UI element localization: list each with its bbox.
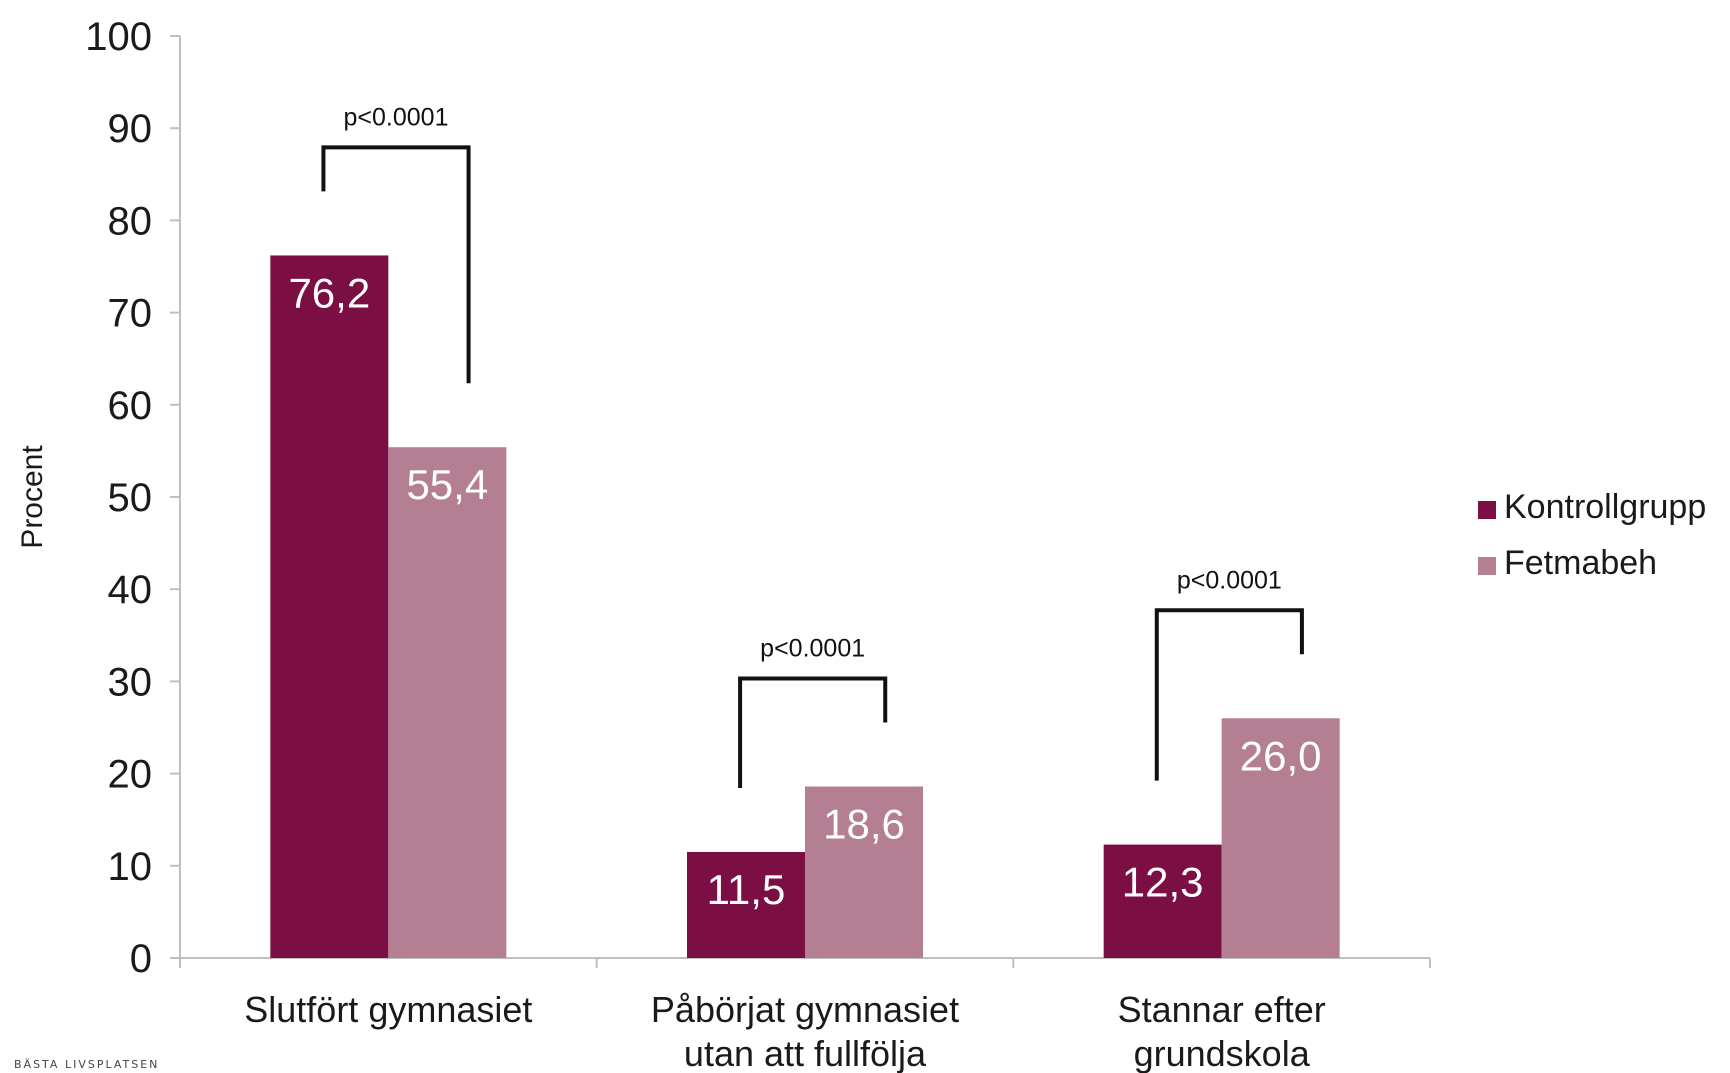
data-label: 12,3: [1122, 859, 1204, 906]
x-tick-label: Slutfört gymnasiet: [244, 989, 532, 1030]
legend-swatch-fetmabeh: [1478, 557, 1496, 575]
y-tick-label: 70: [108, 292, 153, 336]
y-tick-label: 100: [85, 15, 152, 59]
data-label: 11,5: [707, 866, 786, 913]
x-tick-label-line: Slutfört gymnasiet: [244, 989, 532, 1030]
y-tick-label: 60: [108, 384, 153, 428]
footer-text: BÄSTA LIVSPLATSEN: [14, 1058, 160, 1071]
y-tick-label: 0: [130, 937, 152, 981]
bar-kontrollgrupp: [1103, 844, 1222, 958]
data-label: 55,4: [406, 461, 488, 508]
legend-label: Fetmabeh: [1504, 544, 1657, 582]
significance-bracket: [321, 145, 471, 384]
annotations: p<0.0001 p<0.0001 p<0.0001: [321, 103, 1304, 788]
y-axis-label: Procent: [16, 445, 49, 549]
p-value-label: p<0.0001: [760, 635, 865, 663]
bar-fetmabeh: [1221, 718, 1340, 958]
p-value-label: p<0.0001: [1177, 566, 1282, 594]
y-tick-label: 10: [108, 845, 153, 889]
bar-kontrollgrupp: [687, 851, 805, 958]
data-label: 18,6: [823, 801, 905, 848]
y-tick-label: 80: [108, 199, 153, 243]
significance-bracket: [1154, 608, 1304, 781]
x-tick-label-line: grundskola: [1134, 1033, 1311, 1073]
bars: 76,2 55,4 11,5 18,6 12,3 26,0: [270, 255, 1340, 958]
y-tick-label: 30: [108, 660, 153, 704]
x-tick-label-line: utan att fullfölja: [684, 1033, 927, 1073]
significance-bracket: [738, 676, 888, 788]
data-label: 26,0: [1240, 732, 1322, 779]
data-label: 76,2: [288, 269, 370, 316]
y-tick-label: 90: [108, 107, 153, 151]
y-tick-label: 40: [108, 568, 153, 612]
bar-fetmabeh: [805, 786, 923, 958]
y-tick-label: 50: [108, 476, 153, 520]
x-tick-label-line: Stannar efter: [1118, 989, 1326, 1030]
p-value-label: p<0.0001: [344, 103, 449, 131]
legend-label: Kontrollgrupp: [1504, 488, 1706, 526]
legend: Kontrollgrupp Fetmabeh: [1478, 488, 1706, 582]
y-tick-label: 20: [108, 753, 153, 797]
bar-fetmabeh: [388, 447, 507, 958]
x-tick-label: Stannar efter grundskola: [1118, 989, 1326, 1073]
bar-kontrollgrupp: [270, 255, 389, 958]
x-tick-label: Påbörjat gymnasiet utan att fullfölja: [651, 989, 959, 1073]
legend-swatch-kontrollgrupp: [1478, 501, 1496, 519]
x-tick-label-line: Påbörjat gymnasiet: [651, 989, 959, 1030]
